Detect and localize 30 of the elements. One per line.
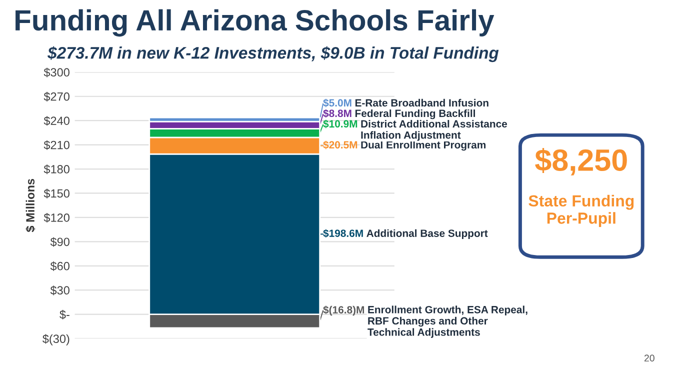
y-tick-label: $- [60,310,70,320]
y-axis-title: $ Millions [26,178,36,232]
text: E-Rate Broadband Infusion [355,98,488,107]
y-tick-label: $30 [50,286,70,296]
text: $8,250 [535,148,627,176]
y-tick-label: $300 [44,68,70,78]
y-tick-label: $90 [50,237,70,247]
data-label: $5.0M [323,98,352,108]
text: 20 [644,354,654,362]
text: Dual Enrollment Program [361,140,486,151]
data-label: $20.5M [323,140,358,150]
y-tick-label: $150 [44,188,70,198]
data-label: $198.6M [323,229,363,238]
y-tick-label: $270 [44,92,70,102]
text: State Funding Per-Pupil [528,194,634,227]
y-tick-label: $60 [50,261,70,271]
y-tick-label: $(30) [42,334,70,346]
y-tick-label: $180 [44,164,70,174]
data-label: $10.9M [323,120,358,128]
y-tick-label: $120 [44,212,70,223]
text: Enrollment Growth, ESA Repeal, RBF Changes and Other Technical Adjustments [368,306,528,338]
y-tick-label: $240 [44,116,70,126]
text: Federal Funding Backfill [355,109,475,120]
data-label: $(16.8)M [323,306,364,316]
y-tick-label: $210 [44,140,70,150]
chart-subtitle: $273.7M in new K-12 Investments, $9.0B in Total Funding [48,46,499,62]
chart-title: Funding All Arizona Schools Fairly [16,9,494,37]
text: District Additional Assistance Inflation Adjustment [361,120,508,141]
data-label: $8.8M [323,109,352,118]
text: Additional Base Support [366,229,488,240]
